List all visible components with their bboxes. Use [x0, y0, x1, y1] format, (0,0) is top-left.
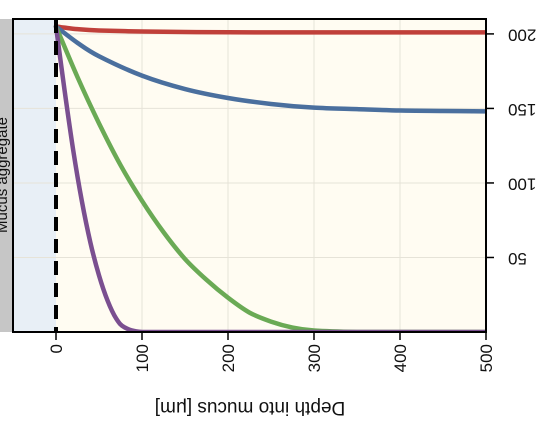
y-tick-label: 100	[508, 174, 536, 193]
x-tick-label: 500	[477, 344, 496, 372]
plot-frame	[12, 18, 487, 333]
x-tick-label: 400	[391, 344, 410, 372]
x-tick-label: 200	[219, 344, 238, 372]
y-axis: 50 100 150 200	[486, 25, 536, 268]
y-tick-label: 150	[508, 100, 536, 119]
series-line-1	[53, 24, 486, 35]
x-tick-label: 300	[305, 344, 324, 372]
x-axis: 0 100 200 300 400 500	[47, 332, 496, 372]
plot-area	[13, 19, 486, 332]
aggregate-band	[0, 19, 13, 332]
left-band-label: Mucus aggregate	[0, 117, 11, 233]
x-axis-label: Depth into mucus [μm]	[155, 397, 345, 418]
series-line-2	[53, 24, 486, 114]
x-tick-label: 100	[133, 344, 152, 372]
y-tick-label: 200	[508, 25, 536, 44]
mucus-region	[13, 19, 56, 332]
y-tick-label: 50	[508, 249, 527, 268]
x-tick-label: 0	[47, 344, 66, 353]
series-line-4	[53, 24, 486, 332]
